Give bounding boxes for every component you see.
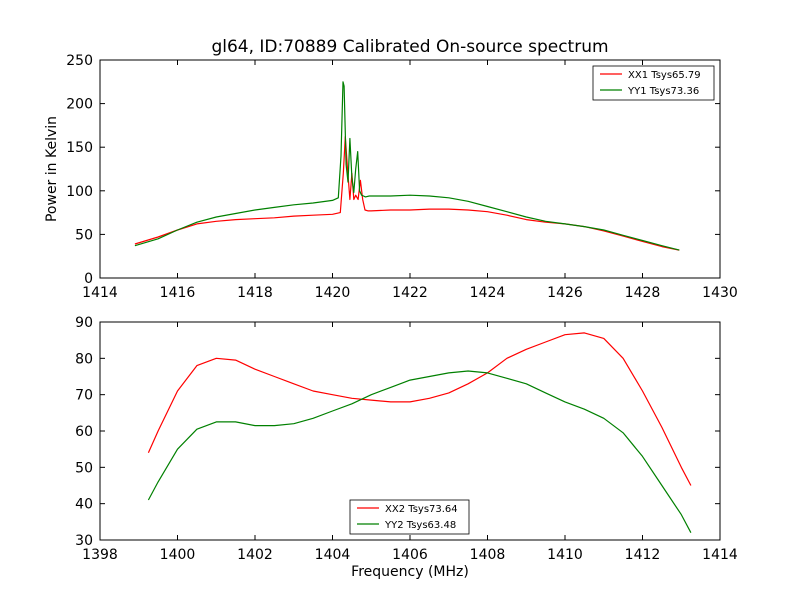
top-legend-box [592,65,715,101]
top-y-tick-label: 250 [66,53,93,69]
top-series-lines [134,81,680,251]
top-x-tick-label: 1422 [392,285,428,301]
bottom-x-tick-label: 1410 [547,547,583,563]
top-y-tick-label: 200 [66,97,93,113]
top-x-tick-label: 1424 [470,285,506,301]
top-plot-frame [99,59,721,279]
top-y-tick-label: 100 [66,184,93,200]
top-y-tick-label: 50 [75,227,93,243]
bottom-x-tick-label: 1400 [160,547,196,563]
top-plot-panel: Power in Kelvin 1414 1416 1418 1420 1422 1424… [44,53,738,301]
bottom-legend-label-xx2: XX2 Tsys73.64 [385,504,458,515]
top-x-tick-label: 1416 [160,285,196,301]
top-x-tick-label: 1426 [547,285,583,301]
top-y-tick-label: 150 [66,140,93,156]
bottom-series-line-red [147,332,692,486]
top-y-axis-label: Power in Kelvin [44,116,60,222]
bottom-y-tick-label: 40 [75,497,93,513]
top-x-tick-label: 1430 [702,285,738,301]
bottom-x-tick-label: 1406 [392,547,428,563]
top-y-tick-label: 0 [84,271,93,287]
top-legend-label-yy1: YY1 Tsys73.36 [627,86,699,97]
bottom-series-line-green [147,370,692,533]
bottom-y-tick-label: 60 [75,424,93,440]
bottom-y-tick-label: 70 [75,388,93,404]
bottom-plot-panel: Frequency (MHz) 1398 1400 1402 1404 1406 1408… [75,315,738,580]
figure-title: gl64, ID:70889 Calibrated On-source spec… [211,37,608,57]
bottom-x-tick-label: 1402 [237,547,273,563]
top-x-tick-label: 1418 [237,285,273,301]
bottom-x-tick-label: 1404 [315,547,351,563]
bottom-legend-label-yy2: YY2 Tsys63.48 [384,520,456,531]
bottom-x-tick-label: 1398 [82,547,118,563]
bottom-x-tick-label: 1414 [702,547,738,563]
bottom-y-tick-label: 80 [75,351,93,367]
bottom-y-tick-label: 30 [75,533,93,549]
top-x-tick-label: 1428 [625,285,661,301]
top-legend-label-xx1: XX1 Tsys65.79 [628,70,701,81]
bottom-series-lines [147,332,692,533]
bottom-legend-box [349,499,470,535]
bottom-y-tick-label: 90 [75,315,93,331]
top-series-line-green [134,81,680,251]
bottom-x-tick-label: 1408 [470,547,506,563]
bottom-x-tick-label: 1412 [625,547,661,563]
bottom-axis-ticks: 1398 1400 1402 1404 1406 1408 1410 1412 1414 30 40… [75,315,738,563]
top-legend: XX1 Tsys65.79 YY1 Tsys73.36 [592,65,715,101]
bottom-legend: XX2 Tsys73.64 YY2 Tsys63.48 [349,499,470,535]
bottom-y-tick-label: 50 [75,460,93,476]
bottom-x-axis-label: Frequency (MHz) [351,564,469,580]
top-x-tick-label: 1414 [82,285,118,301]
bottom-plot-frame [99,321,721,541]
top-axis-ticks: 1414 1416 1418 1420 1422 1424 1426 1428 1430 0 50 1… [66,53,738,301]
top-x-tick-label: 1420 [315,285,351,301]
